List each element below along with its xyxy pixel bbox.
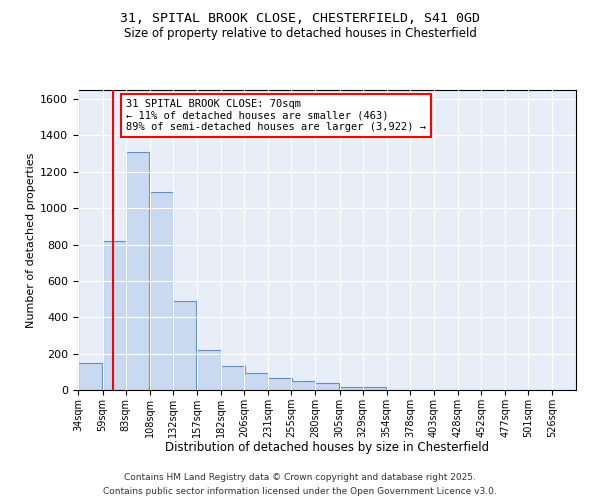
- Bar: [244, 372, 268, 390]
- Bar: [362, 388, 386, 390]
- Bar: [221, 366, 245, 390]
- Bar: [79, 362, 102, 390]
- Bar: [150, 192, 173, 390]
- Text: 31, SPITAL BROOK CLOSE, CHESTERFIELD, S41 0GD: 31, SPITAL BROOK CLOSE, CHESTERFIELD, S4…: [120, 12, 480, 26]
- Bar: [173, 301, 196, 390]
- Bar: [316, 382, 339, 390]
- Bar: [292, 381, 315, 390]
- Bar: [103, 241, 126, 390]
- Bar: [340, 388, 363, 390]
- Bar: [197, 350, 221, 390]
- Bar: [125, 152, 149, 390]
- Y-axis label: Number of detached properties: Number of detached properties: [26, 152, 36, 328]
- Text: Contains public sector information licensed under the Open Government Licence v3: Contains public sector information licen…: [103, 488, 497, 496]
- Text: Contains HM Land Registry data © Crown copyright and database right 2025.: Contains HM Land Registry data © Crown c…: [124, 472, 476, 482]
- Text: Size of property relative to detached houses in Chesterfield: Size of property relative to detached ho…: [124, 28, 476, 40]
- Text: 31 SPITAL BROOK CLOSE: 70sqm
← 11% of detached houses are smaller (463)
89% of s: 31 SPITAL BROOK CLOSE: 70sqm ← 11% of de…: [126, 99, 426, 132]
- Bar: [268, 378, 292, 390]
- X-axis label: Distribution of detached houses by size in Chesterfield: Distribution of detached houses by size …: [165, 442, 489, 454]
